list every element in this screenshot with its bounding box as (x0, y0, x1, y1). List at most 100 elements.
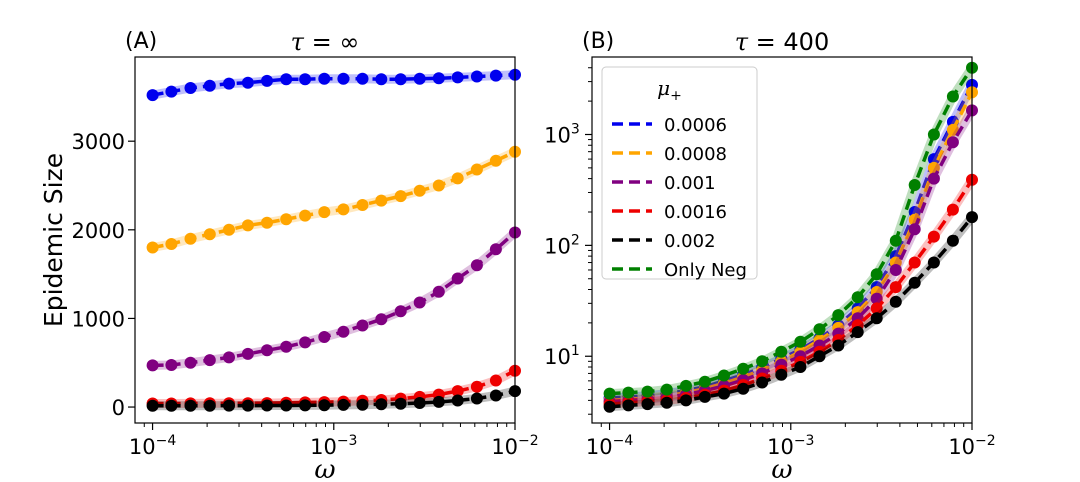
data-point (908, 276, 921, 289)
data-point (660, 383, 673, 396)
data-point (280, 73, 293, 86)
data-point (680, 394, 692, 407)
series-0-0008 (146, 145, 521, 254)
y-tick-label: 103 (544, 121, 580, 147)
data-point (451, 272, 464, 285)
series-0-002 (603, 211, 978, 413)
data-point (241, 399, 254, 412)
data-point (698, 375, 711, 388)
data-point (870, 268, 883, 281)
data-point (299, 73, 312, 86)
legend: μ+ 0.0006 0.0008 0.001 0.0016 0.002 Only Neg (601, 66, 758, 281)
data-point (622, 386, 635, 399)
data-point (889, 281, 902, 294)
data-point (946, 234, 959, 247)
data-point (489, 389, 502, 402)
data-point (280, 399, 293, 412)
data-point (184, 82, 197, 94)
data-point (470, 163, 483, 176)
chart-title: τ = ∞ (291, 28, 360, 56)
data-point (203, 228, 216, 241)
data-point (375, 194, 388, 207)
data-point (698, 390, 711, 403)
data-point (375, 313, 388, 326)
data-point (146, 89, 159, 102)
data-point (451, 385, 464, 398)
data-point (165, 85, 178, 98)
data-point (223, 223, 235, 236)
legend-label: 0.002 (664, 231, 716, 252)
data-point (889, 264, 902, 276)
data-point (603, 387, 616, 400)
x-tick-label: 10−2 (491, 433, 538, 459)
data-point (813, 323, 826, 336)
data-point (737, 382, 750, 395)
y-tick-label: 0 (112, 396, 125, 420)
data-point (223, 399, 235, 412)
data-point (299, 399, 312, 412)
data-point (413, 184, 426, 197)
data-point (908, 223, 921, 236)
data-point (451, 172, 464, 185)
data-point (489, 154, 502, 167)
data-point (908, 256, 921, 269)
x-tick-label: 10−3 (767, 433, 814, 459)
data-point (489, 69, 502, 82)
data-point (375, 73, 388, 86)
data-point (946, 123, 959, 136)
data-point (337, 72, 350, 85)
data-point (280, 213, 293, 226)
data-point (851, 326, 864, 339)
series-line (152, 231, 517, 368)
data-point (394, 305, 407, 318)
x-tick-label: 10−4 (586, 433, 633, 459)
data-point (165, 359, 178, 371)
data-point (318, 399, 331, 412)
data-point (927, 172, 940, 185)
data-point (470, 259, 483, 272)
y-tick-label: 3000 (72, 130, 125, 154)
data-point (737, 362, 750, 375)
data-point (451, 71, 464, 84)
data-point (870, 292, 883, 305)
data-point (946, 136, 959, 149)
data-point (603, 400, 616, 413)
data-point (203, 79, 216, 92)
data-point (299, 336, 312, 349)
chart-title: τ = 400 (735, 28, 829, 56)
data-point (489, 243, 502, 256)
data-point (832, 309, 845, 322)
y-tick-label: 102 (544, 232, 580, 258)
data-point (908, 179, 921, 191)
data-point (337, 325, 350, 338)
data-point (413, 296, 426, 309)
panel-label: (B) (582, 29, 614, 54)
data-point (889, 234, 902, 247)
data-point (261, 344, 273, 357)
data-point (870, 302, 883, 315)
data-point (794, 361, 807, 373)
data-point (794, 335, 807, 348)
data-point (489, 374, 502, 387)
series-0-001 (146, 226, 521, 372)
data-point (641, 398, 654, 411)
data-point (927, 128, 940, 141)
data-point (394, 190, 407, 203)
legend-title: μ+ (657, 76, 682, 104)
panel-a: 10−4 10−3 10−2 0 1000 2000 3000 τ = ∞ (A) ω Epidem… (39, 28, 539, 482)
data-point (413, 397, 426, 409)
legend-label: 0.0006 (664, 115, 727, 136)
data-point (927, 256, 940, 269)
data-point (223, 77, 235, 90)
data-point (927, 230, 940, 243)
data-point (718, 369, 730, 382)
y-tick-label: 1000 (72, 307, 125, 331)
data-point (165, 238, 178, 250)
data-point (146, 359, 159, 372)
data-point (241, 347, 254, 360)
data-point (318, 331, 331, 343)
data-point (146, 241, 159, 254)
plot-frame (134, 56, 516, 424)
data-point (775, 345, 788, 358)
